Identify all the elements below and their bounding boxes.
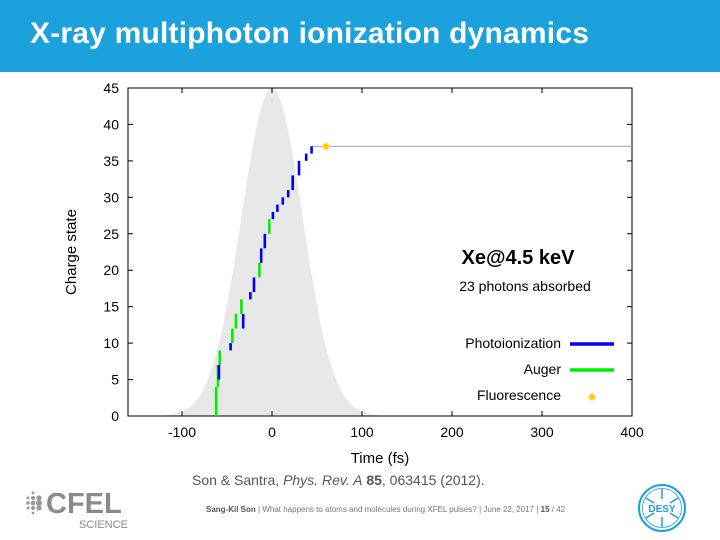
cfel-logo-text: CFEL (46, 488, 122, 520)
y-tick-label: 10 (103, 335, 119, 351)
plot-frame (127, 87, 633, 417)
legend-swatch-fluorescence (588, 393, 596, 401)
x-tick-label: 300 (530, 424, 554, 440)
footer-sep: | (258, 505, 261, 514)
y-tick-label: 45 (103, 80, 119, 96)
y-tick-label: 0 (111, 408, 119, 424)
slide-title: X-ray multiphoton ionization dynamics (30, 17, 590, 50)
citation-rest: , 063415 (2012). (381, 472, 485, 488)
footer-total: / 42 (551, 505, 566, 514)
cfel-logo-subtext: SCIENCE (79, 519, 128, 531)
legend-label: Photoionization (465, 335, 561, 351)
citation-volume: 85 (366, 472, 382, 488)
x-tick-label: 0 (268, 424, 276, 440)
chart-annotations: Xe@4.5 keV 23 photons absorbed Photoioniza… (459, 247, 614, 403)
desy-logo-text: DESY (648, 504, 676, 515)
pulse-envelope-area (128, 88, 632, 416)
x-tick-label: 100 (350, 424, 374, 440)
y-tick-label: 40 (103, 116, 119, 132)
desy-logo: DESY (638, 484, 686, 532)
footer-talk: What happens to atoms and molecules duri… (262, 505, 477, 514)
y-tick-label: 15 (103, 299, 119, 315)
y-axis-label: Charge state (63, 209, 80, 295)
x-axis-label: Time (fs) (351, 450, 410, 467)
charge-state-chart: 0 5 10 15 20 25 30 35 40 45 -100 0 100 200 300 400 Time … (63, 80, 644, 467)
footer-date: June 22, 2017 (483, 505, 535, 514)
citation: Son & Santra, Phys. Rev. A 85, 063415 (2… (192, 472, 485, 488)
y-tick-label: 20 (103, 262, 119, 278)
pulse-envelope (128, 88, 632, 416)
fluorescence-marker (322, 142, 330, 151)
x-tick-label: -100 (168, 424, 196, 440)
annotation-subtitle: 23 photons absorbed (459, 278, 591, 294)
ionization-steps (214, 142, 632, 416)
footer: Sang-Kil Son | What happens to atoms and… (206, 505, 565, 514)
footer-page: 15 (540, 505, 550, 514)
y-tick-label: 35 (103, 153, 119, 169)
footer-presenter: Sang-Kil Son (206, 505, 256, 514)
citation-authors: Son & Santra, (192, 472, 284, 488)
footer-sep: | (536, 505, 539, 514)
x-tick-label: 400 (620, 424, 644, 440)
annotation-title: Xe@4.5 keV (462, 247, 576, 269)
y-tick-label: 25 (103, 226, 119, 242)
citation-journal: Phys. Rev. A (283, 472, 363, 488)
y-tick-label: 30 (103, 189, 119, 205)
title-bar: X-ray multiphoton ionization dynamics (0, 0, 720, 72)
y-tick-label: 5 (111, 372, 119, 388)
legend-label: Auger (524, 361, 562, 377)
cfel-logo: CFEL SCIENCE (26, 488, 128, 531)
chart-axes: 0 5 10 15 20 25 30 35 40 45 -100 0 100 200 300 400 Time … (63, 80, 644, 467)
footer-sep: | (479, 505, 482, 514)
x-tick-label: 200 (440, 424, 464, 440)
legend-label: Fluorescence (477, 387, 561, 403)
